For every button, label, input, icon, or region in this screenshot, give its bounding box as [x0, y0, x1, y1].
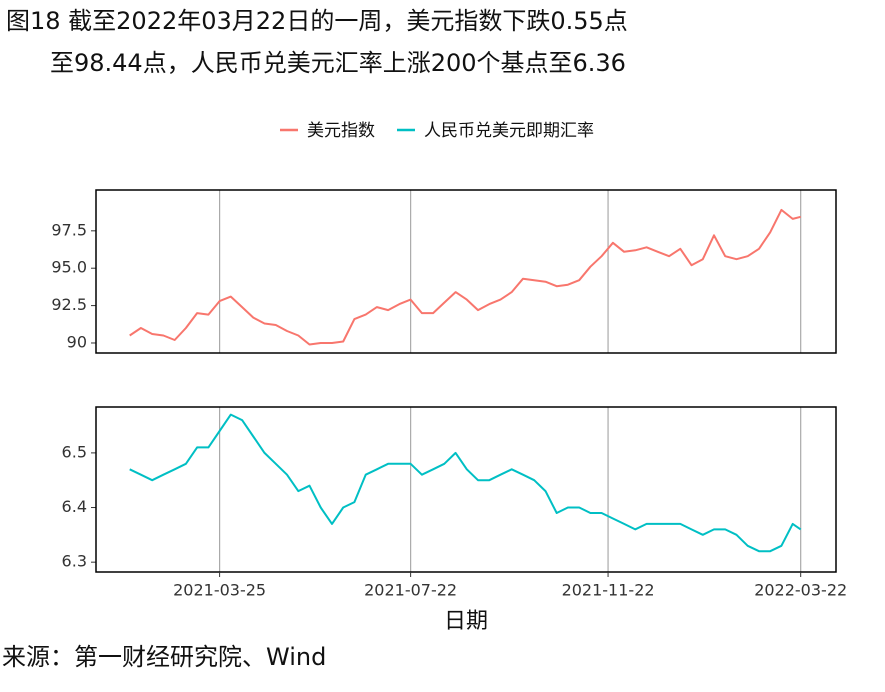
x-tick-label: 2021-07-22 — [364, 581, 457, 600]
legend-label: 人民币兑美元即期汇率 — [424, 121, 594, 141]
y-tick-label: 90 — [67, 332, 87, 351]
x-tick-label: 2021-11-22 — [562, 581, 655, 600]
legend-label: 美元指数 — [307, 121, 375, 141]
y-tick-label: 95.0 — [51, 258, 87, 277]
y-tick-label: 97.5 — [51, 220, 87, 239]
source: 来源：第一财经研究院、Wind — [2, 643, 326, 671]
title-line: 至98.44点，人民币兑美元汇率上涨200个基点至6.36 — [50, 49, 626, 77]
x-tick-label: 2022-03-22 — [754, 581, 847, 600]
series-line — [129, 413, 802, 553]
x-axis-label: 日期 — [444, 609, 488, 634]
panel-border — [95, 406, 837, 573]
y-tick-label: 6.3 — [62, 552, 87, 571]
x-tick-label: 2021-03-25 — [173, 581, 266, 600]
title-line: 图18 截至2022年03月22日的一周，美元指数下跌0.55点 — [6, 7, 628, 35]
y-tick-label: 6.4 — [62, 497, 87, 516]
panel-border — [95, 189, 837, 354]
y-tick-label: 92.5 — [51, 295, 87, 314]
y-tick-label: 6.5 — [62, 442, 87, 461]
series-line — [129, 208, 801, 346]
